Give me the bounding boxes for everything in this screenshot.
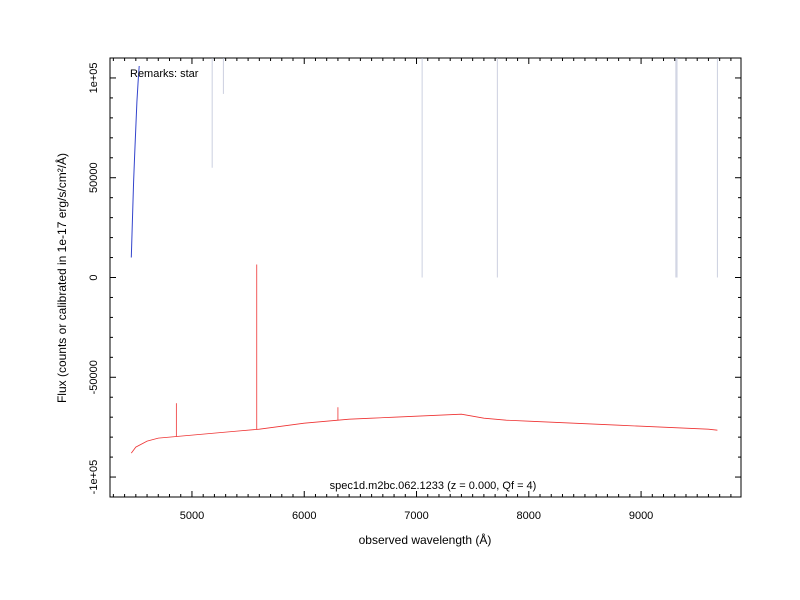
x-tick-label: 5000 [180,510,204,522]
tick-labels: 5000 6000 7000 8000 9000 -1e+05 -50000 0 50000 1e… [88,63,653,522]
y-axis-label: Flux (counts or calibrated in 1e-17 erg/… [54,153,69,403]
y-tick-label: 1e+05 [88,63,100,94]
object-label: spec1d.m2bc.062.1233 (z = 0.000, Qf = 4) [330,480,537,492]
series-layer [130,65,718,454]
sky-lines [211,58,718,278]
axis-ticks [110,57,741,498]
x-tick-label: 6000 [292,510,316,522]
continuum-line [130,65,140,258]
x-tick-label: 8000 [517,510,541,522]
y-tick-label: -50000 [88,360,100,394]
y-tick-label: 0 [88,274,100,280]
x-tick-label: 7000 [404,510,428,522]
plot-frame [109,57,742,498]
x-tick-label: 9000 [629,510,653,522]
y-tick-label: -1e+05 [88,460,100,495]
spectrum-line [130,413,718,454]
x-axis-label: observed wavelength (Å) [359,532,492,547]
remark-text: Remarks: star [130,68,199,80]
y-tick-label: 50000 [88,162,100,193]
